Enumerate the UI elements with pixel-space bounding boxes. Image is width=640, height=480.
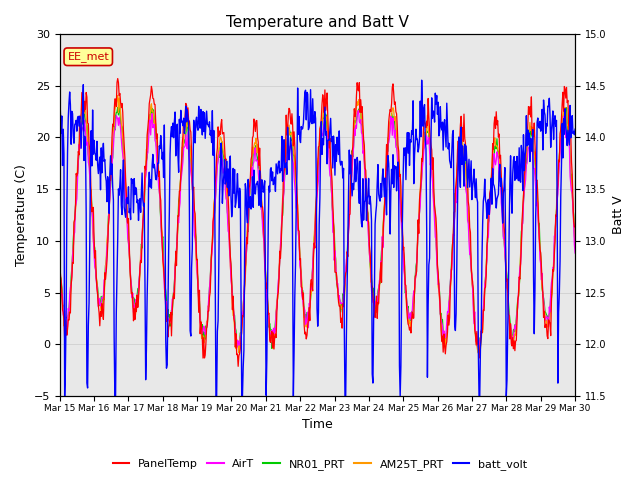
NR01_PRT: [474, 349, 482, 355]
AM25T_PRT: [114, 93, 122, 98]
AirT: [56, 272, 63, 277]
PanelTemp: [172, 273, 179, 279]
NR01_PRT: [356, 104, 364, 109]
AM25T_PRT: [172, 263, 179, 268]
AM25T_PRT: [381, 200, 388, 206]
PanelTemp: [65, 317, 73, 323]
batt_volt: [172, 109, 179, 115]
AirT: [170, 284, 178, 289]
AM25T_PRT: [474, 350, 482, 356]
AM25T_PRT: [119, 135, 127, 141]
AM25T_PRT: [65, 317, 73, 323]
PanelTemp: [234, 363, 242, 369]
NR01_PRT: [170, 280, 178, 286]
batt_volt: [66, 89, 74, 95]
AirT: [118, 145, 126, 151]
AM25T_PRT: [572, 245, 579, 251]
Text: EE_met: EE_met: [67, 51, 109, 62]
AirT: [381, 211, 388, 217]
AirT: [396, 193, 403, 199]
Legend: PanelTemp, AirT, NR01_PRT, AM25T_PRT, batt_volt: PanelTemp, AirT, NR01_PRT, AM25T_PRT, ba…: [108, 455, 532, 474]
PanelTemp: [198, 336, 206, 342]
Y-axis label: Temperature (C): Temperature (C): [15, 164, 28, 266]
NR01_PRT: [118, 124, 126, 130]
batt_volt: [198, 132, 206, 138]
NR01_PRT: [56, 267, 63, 273]
PanelTemp: [572, 224, 579, 230]
AM25T_PRT: [396, 170, 403, 176]
AirT: [572, 250, 579, 256]
AirT: [65, 308, 73, 313]
PanelTemp: [119, 109, 127, 115]
NR01_PRT: [396, 167, 403, 173]
X-axis label: Time: Time: [302, 419, 333, 432]
Line: batt_volt: batt_volt: [60, 80, 575, 396]
batt_volt: [119, 172, 127, 178]
NR01_PRT: [572, 244, 579, 250]
batt_volt: [61, 393, 68, 399]
PanelTemp: [56, 239, 63, 244]
AM25T_PRT: [198, 333, 206, 339]
batt_volt: [396, 363, 403, 369]
batt_volt: [56, 87, 63, 93]
PanelTemp: [114, 76, 122, 82]
batt_volt: [381, 194, 388, 200]
NR01_PRT: [198, 324, 205, 329]
batt_volt: [572, 126, 579, 132]
AirT: [198, 325, 205, 331]
AirT: [474, 345, 482, 351]
PanelTemp: [396, 171, 404, 177]
Title: Temperature and Batt V: Temperature and Batt V: [226, 15, 409, 30]
Line: NR01_PRT: NR01_PRT: [60, 107, 575, 352]
AirT: [355, 108, 362, 114]
Line: AM25T_PRT: AM25T_PRT: [60, 96, 575, 353]
NR01_PRT: [381, 204, 388, 209]
Line: PanelTemp: PanelTemp: [60, 79, 575, 366]
NR01_PRT: [65, 307, 73, 312]
batt_volt: [418, 77, 426, 83]
Line: AirT: AirT: [60, 111, 575, 348]
Y-axis label: Batt V: Batt V: [612, 196, 625, 234]
PanelTemp: [381, 191, 389, 197]
AM25T_PRT: [56, 255, 63, 261]
